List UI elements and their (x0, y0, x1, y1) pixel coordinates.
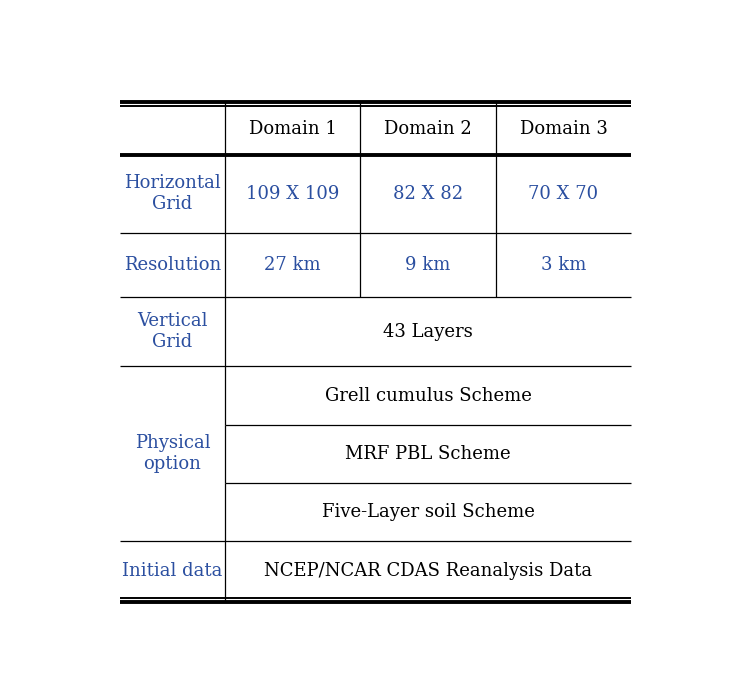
Text: Vertical
Grid: Vertical Grid (137, 312, 207, 351)
Text: Horizontal
Grid: Horizontal Grid (124, 174, 221, 213)
Text: 27 km: 27 km (265, 256, 321, 274)
Text: Domain 2: Domain 2 (384, 120, 472, 137)
Text: 3 km: 3 km (541, 256, 586, 274)
Text: MRF PBL Scheme: MRF PBL Scheme (345, 445, 511, 463)
Text: Domain 1: Domain 1 (248, 120, 336, 137)
Text: 82 X 82: 82 X 82 (393, 185, 463, 203)
Text: Initial data: Initial data (122, 562, 223, 580)
Text: 9 km: 9 km (405, 256, 451, 274)
Text: 43 Layers: 43 Layers (383, 323, 473, 341)
Text: 70 X 70: 70 X 70 (528, 185, 599, 203)
Text: Resolution: Resolution (124, 256, 221, 274)
Text: Domain 3: Domain 3 (520, 120, 608, 137)
Text: Five-Layer soil Scheme: Five-Layer soil Scheme (322, 503, 534, 521)
Text: NCEP/NCAR CDAS Reanalysis Data: NCEP/NCAR CDAS Reanalysis Data (264, 562, 592, 580)
Text: 109 X 109: 109 X 109 (246, 185, 339, 203)
Text: Grell cumulus Scheme: Grell cumulus Scheme (325, 387, 531, 404)
Text: Physical
option: Physical option (135, 434, 210, 473)
